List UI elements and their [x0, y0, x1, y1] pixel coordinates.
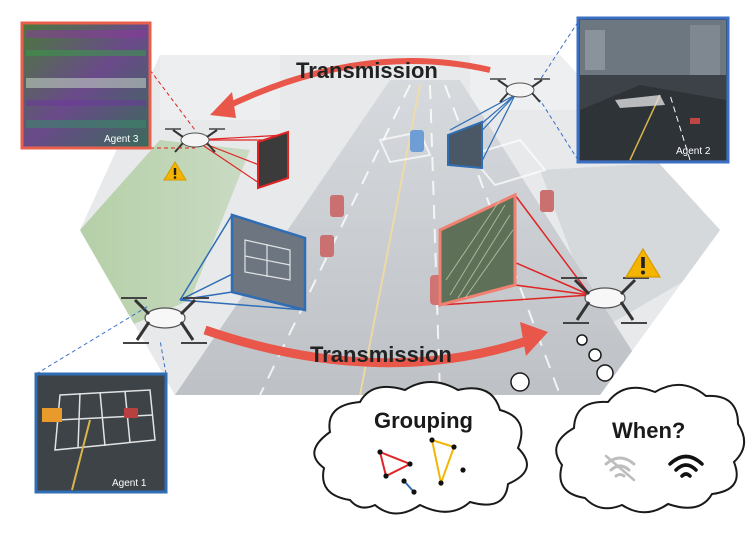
transmission-arrow-top	[218, 58, 491, 113]
warning-triangle-icon	[624, 247, 662, 278]
agent3-view: Agent 3	[20, 21, 152, 150]
transmission-label-top: Transmission	[296, 58, 438, 83]
arrowhead-top	[210, 92, 236, 118]
agent1-feature-map	[230, 213, 307, 312]
grass-left	[80, 140, 250, 330]
wifi-off-icon	[604, 454, 636, 482]
transmission-label-bottom: Transmission	[310, 342, 452, 367]
agent2-feature-map	[447, 120, 483, 170]
agent2-view: Agent 2	[576, 16, 730, 164]
transmission-arrow-bottom	[203, 325, 532, 368]
drone-icon	[165, 128, 225, 153]
when-cloud	[555, 384, 745, 514]
drone-icon	[121, 297, 209, 344]
arrowhead-bottom	[520, 322, 548, 356]
agent3-label: Agent 3	[104, 134, 139, 145]
agent1-label: Agent 1	[112, 478, 147, 489]
agent1-view: Agent 1	[34, 372, 168, 494]
car	[320, 235, 334, 257]
wifi-icon	[668, 454, 704, 478]
road	[175, 80, 660, 395]
agent3-feature-map	[257, 130, 289, 190]
drone-icon	[561, 277, 649, 324]
thought-bubble-dots	[510, 334, 614, 392]
grouping-label: Grouping	[374, 408, 473, 433]
grouping-cloud	[313, 381, 528, 515]
grouping-graph	[377, 437, 466, 495]
warning-triangle-icon	[163, 161, 187, 181]
when-label: When?	[612, 418, 685, 443]
drone-icon	[490, 78, 550, 103]
car	[540, 190, 554, 212]
agent2-label: Agent 2	[676, 146, 711, 157]
car	[330, 195, 344, 217]
car	[410, 130, 424, 152]
